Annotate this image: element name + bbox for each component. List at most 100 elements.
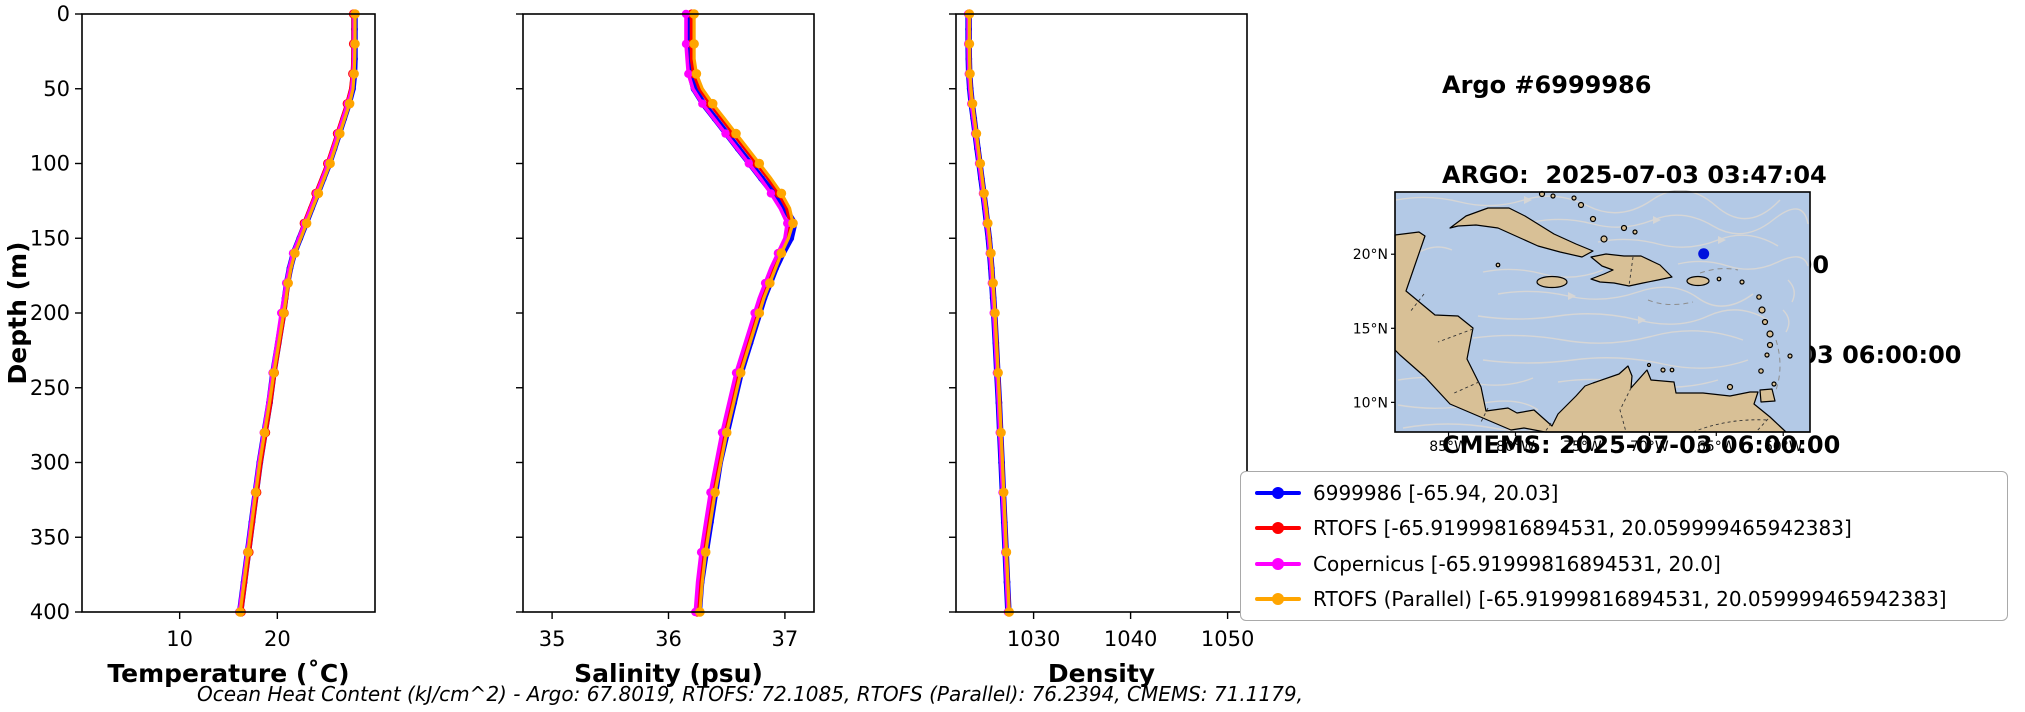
- density-tick-label: 1030: [1007, 627, 1060, 651]
- depth-tick-label: 300: [30, 451, 70, 475]
- RTOFS (Parallel)-salinity-marker: [700, 547, 711, 557]
- RTOFS (Parallel)-density-marker: [1001, 547, 1012, 557]
- legend-item-copernicus: Copernicus [-65.91999816894531, 20.0]: [1255, 552, 1993, 576]
- RTOFS (Parallel)-temperature-marker: [313, 188, 324, 199]
- RTOFS (Parallel)-density-marker: [998, 487, 1009, 498]
- map-y-tick-label: 15°N: [1353, 321, 1388, 337]
- RTOFS (Parallel)-salinity-marker: [710, 487, 720, 498]
- legend-label-rtofs-parallel: RTOFS (Parallel) [-65.91999816894531, 20…: [1313, 586, 1947, 611]
- RTOFS (Parallel)-salinity-marker: [776, 248, 787, 258]
- RTOFS (Parallel)-temperature-marker: [349, 69, 359, 79]
- RTOFS (Parallel)-salinity-marker: [765, 278, 775, 288]
- temperature-axis-title: Temperature (˚C): [107, 659, 349, 688]
- depth-tick-label: 400: [30, 600, 70, 624]
- RTOFS (Parallel)-density-marker: [967, 98, 978, 109]
- RTOFS (Parallel)-salinity-marker: [754, 158, 765, 169]
- Copernicus-salinity-marker: [681, 39, 691, 49]
- RTOFS (Parallel)-temperature-marker: [278, 308, 289, 318]
- argo-float-marker: [1698, 248, 1710, 260]
- legend-item-argo: 6999986 [-65.94, 20.03]: [1255, 481, 1993, 505]
- depth-tick-label: 0: [57, 2, 70, 26]
- map-x-tick-label: 85°W: [1429, 439, 1468, 455]
- depth-tick-label: 200: [30, 301, 70, 325]
- RTOFS (Parallel)-temperature-marker: [335, 128, 345, 139]
- temperature-tick-label: 10: [166, 627, 193, 651]
- Copernicus-salinity-marker: [766, 189, 776, 198]
- depth-tick-label: 150: [30, 226, 70, 250]
- legend: 6999986 [-65.94, 20.03] RTOFS [-65.91999…: [1240, 471, 2008, 621]
- maritime-boundaries: [1647, 268, 1781, 391]
- RTOFS (Parallel)-density-marker: [964, 39, 975, 49]
- salinity-subplot: 35 36 37 Salinity (psu): [516, 9, 815, 688]
- temperature-tick-label: 20: [264, 627, 291, 651]
- Copernicus-salinity-marker: [698, 99, 707, 108]
- RTOFS (Parallel)-temperature-marker: [243, 547, 253, 557]
- density-tick-label: 1040: [1104, 627, 1157, 651]
- RTOFS (Parallel)-density-marker: [965, 69, 975, 79]
- legend-label-argo: 6999986 [-65.94, 20.03]: [1313, 481, 1559, 505]
- RTOFS-temperature-line: [239, 11, 356, 615]
- depth-tick-label: 250: [30, 376, 70, 400]
- RTOFS (Parallel)-density-marker: [975, 158, 986, 169]
- figure-title: Argo #6999986: [1442, 71, 1652, 99]
- Copernicus-salinity-marker: [744, 159, 753, 168]
- Copernicus-temperature-line: [237, 12, 356, 614]
- 6999986-temperature-line: [236, 10, 358, 616]
- map-x-tick-label: 60°W: [1764, 439, 1803, 455]
- RTOFS (Parallel)-density-marker: [996, 427, 1006, 438]
- legend-item-rtofs: RTOFS [-65.91999816894531, 20.0599994659…: [1255, 516, 1993, 540]
- trinidad: [1759, 388, 1776, 403]
- temperature-subplot: 0 50 100 150 200 250 300 350 400 10 20 Temperature …: [30, 2, 376, 688]
- RTOFS (Parallel)-temperature-marker: [259, 427, 270, 438]
- map-y-tick-label: 10°N: [1353, 395, 1388, 411]
- salinity-axis-title: Salinity (psu): [574, 659, 763, 688]
- legend-marker-rtofs: [1255, 521, 1301, 535]
- RTOFS (Parallel)-density-marker: [971, 128, 982, 139]
- RTOFS (Parallel)-temperature-marker: [269, 368, 279, 378]
- salinity-tick-label: 37: [772, 627, 799, 651]
- RTOFS (Parallel)-temperature-marker: [290, 248, 300, 258]
- RTOFS (Parallel)-temperature-marker: [283, 278, 293, 288]
- legend-marker-copernicus: [1255, 557, 1301, 571]
- RTOFS (Parallel)-temperature-line: [238, 12, 357, 614]
- cuba: [1449, 207, 1594, 258]
- RTOFS (Parallel)-salinity-marker: [788, 218, 798, 229]
- salinity-tick-label: 36: [655, 627, 682, 651]
- RTOFS (Parallel)-salinity-marker: [691, 69, 702, 79]
- puerto-rico: [1686, 275, 1710, 287]
- location-map: 85°W 80°W 75°W 70°W 65°W 60°W 20°N 15°N 10°N: [1353, 190, 1811, 455]
- map-y-tick-label: 20°N: [1353, 247, 1388, 263]
- RTOFS (Parallel)-salinity-marker: [776, 188, 787, 199]
- Copernicus-salinity-marker: [684, 69, 693, 79]
- ohc-footnote: Ocean Heat Content (kJ/cm^2) - Argo: 67.…: [197, 682, 1303, 706]
- depth-tick-label: 100: [30, 152, 70, 176]
- jamaica: [1536, 275, 1568, 289]
- map-x-tick-label: 80°W: [1496, 439, 1535, 455]
- RTOFS (Parallel)-density-marker: [983, 218, 993, 229]
- temperature-frame: [81, 13, 376, 613]
- density-axis-title: Density: [1048, 659, 1155, 688]
- RTOFS (Parallel)-temperature-marker: [325, 158, 335, 169]
- density-tick-label: 1050: [1201, 627, 1254, 651]
- RTOFS (Parallel)-density-marker: [993, 368, 1003, 378]
- RTOFS (Parallel)-salinity-marker: [735, 368, 746, 378]
- salinity-frame: [522, 13, 815, 613]
- RTOFS (Parallel)-salinity-line: [692, 12, 795, 614]
- Copernicus-salinity-line: [684, 12, 789, 614]
- cmems-timestamp: CMEMS: 2025-07-03 06:00:00: [1442, 431, 1841, 459]
- map-x-tick-label: 70°W: [1630, 439, 1669, 455]
- RTOFS (Parallel)-salinity-marker: [689, 39, 699, 49]
- legend-label-copernicus: Copernicus [-65.91999816894531, 20.0]: [1313, 551, 1721, 576]
- profile-plots-svg: 0 50 100 150 200 250 300 350 400 10 20 Temperature …: [30, 2, 1254, 688]
- RTOFS (Parallel)-temperature-marker: [344, 98, 355, 109]
- RTOFS (Parallel)-density-marker: [988, 278, 998, 288]
- RTOFS (Parallel)-temperature-marker: [350, 39, 360, 49]
- argo-timestamp: ARGO: 2025-07-03 03:47:04: [1442, 161, 1827, 189]
- legend-marker-argo: [1255, 486, 1301, 500]
- density-subplot: 1030 1040 1050 Density: [949, 9, 1254, 688]
- salinity-tick-label: 35: [539, 627, 566, 651]
- depth-tick-label: 350: [30, 525, 70, 549]
- RTOFS (Parallel)-salinity-marker: [731, 128, 741, 139]
- RTOFS (Parallel)-density-line: [967, 12, 1011, 614]
